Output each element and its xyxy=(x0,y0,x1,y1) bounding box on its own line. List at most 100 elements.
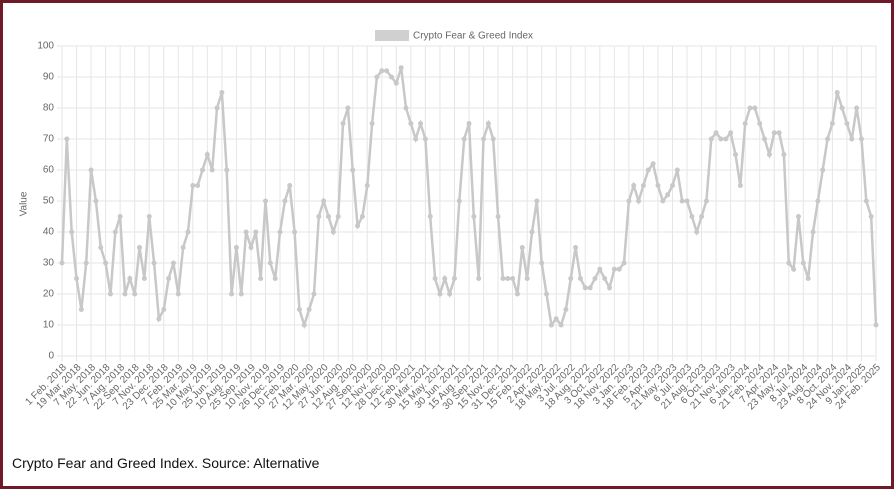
data-point xyxy=(858,136,864,142)
data-point xyxy=(762,136,768,142)
y-tick-label: 30 xyxy=(43,258,55,269)
data-point xyxy=(757,121,763,126)
data-point xyxy=(461,136,467,142)
data-point xyxy=(398,65,404,71)
data-point xyxy=(156,316,162,322)
data-point xyxy=(214,105,220,111)
data-point xyxy=(369,121,375,126)
data-point xyxy=(577,276,583,281)
data-point xyxy=(306,307,312,312)
data-point xyxy=(316,214,322,219)
data-point xyxy=(112,229,118,235)
data-point xyxy=(640,183,646,188)
data-point xyxy=(141,276,147,281)
data-point xyxy=(670,183,675,188)
data-point xyxy=(442,276,448,281)
data-point xyxy=(403,105,409,111)
data-point xyxy=(355,223,361,229)
data-point xyxy=(292,229,298,235)
data-point xyxy=(418,121,424,126)
data-point xyxy=(117,214,123,219)
data-point xyxy=(263,198,268,204)
data-point xyxy=(684,198,690,204)
data-point xyxy=(728,130,734,136)
data-point xyxy=(795,214,801,219)
y-tick-label: 50 xyxy=(43,196,55,207)
data-point xyxy=(98,245,104,250)
data-point xyxy=(791,266,797,272)
data-point xyxy=(345,105,351,111)
data-point xyxy=(132,291,138,297)
data-point xyxy=(786,260,792,266)
data-point xyxy=(500,276,506,281)
data-point xyxy=(800,260,806,266)
data-point xyxy=(544,291,550,297)
legend-label[interactable]: Crypto Fear & Greed Index xyxy=(413,31,533,42)
data-point xyxy=(597,266,603,272)
data-point xyxy=(718,136,724,142)
data-point xyxy=(611,266,617,272)
data-point xyxy=(59,260,65,266)
data-point xyxy=(781,152,787,157)
data-point xyxy=(238,291,244,297)
data-point xyxy=(103,260,109,266)
data-point xyxy=(703,198,709,204)
data-point xyxy=(311,291,317,297)
data-point xyxy=(229,291,235,297)
data-point xyxy=(185,229,191,235)
data-point xyxy=(422,136,428,142)
data-point xyxy=(699,214,705,219)
data-point xyxy=(180,245,186,250)
data-point xyxy=(863,198,869,204)
data-point xyxy=(122,291,128,297)
chart: Crypto Fear & Greed Index Value 0 10 20 30 4… xyxy=(19,30,883,412)
data-point xyxy=(224,167,230,173)
data-point xyxy=(209,167,215,173)
data-point xyxy=(616,266,622,272)
data-point xyxy=(529,229,535,235)
data-point xyxy=(524,276,530,281)
data-point xyxy=(384,68,390,74)
data-point xyxy=(776,130,782,136)
data-point xyxy=(466,121,472,126)
data-point xyxy=(650,161,656,167)
data-point xyxy=(413,136,419,142)
data-point xyxy=(558,322,564,328)
data-point xyxy=(69,229,75,235)
data-point xyxy=(563,307,569,312)
data-point xyxy=(364,183,370,188)
data-point xyxy=(456,198,462,204)
data-point xyxy=(296,307,302,312)
data-point xyxy=(330,229,336,235)
data-point xyxy=(732,152,738,157)
data-point xyxy=(849,136,855,142)
data-point xyxy=(689,214,695,219)
data-point xyxy=(93,198,99,204)
data-point xyxy=(170,260,176,266)
data-point xyxy=(534,198,540,204)
data-point xyxy=(854,105,860,111)
data-point xyxy=(204,152,210,157)
data-point xyxy=(74,276,80,281)
data-point xyxy=(476,276,482,281)
data-point xyxy=(219,90,225,95)
data-point xyxy=(325,214,331,219)
data-point xyxy=(873,322,879,328)
data-point xyxy=(78,307,84,312)
data-point xyxy=(505,276,511,281)
data-point xyxy=(388,74,394,80)
legend-swatch[interactable] xyxy=(375,30,409,41)
data-point xyxy=(64,136,70,142)
y-tick-label: 100 xyxy=(37,41,54,52)
data-point xyxy=(282,198,288,204)
y-axis-label: Value xyxy=(19,191,30,216)
data-point xyxy=(393,80,399,86)
data-point xyxy=(582,285,588,291)
data-point xyxy=(766,152,772,157)
data-point xyxy=(287,183,293,188)
y-tick-label: 10 xyxy=(43,320,55,331)
data-point xyxy=(834,90,840,95)
data-point xyxy=(553,316,559,322)
data-point xyxy=(335,214,341,219)
